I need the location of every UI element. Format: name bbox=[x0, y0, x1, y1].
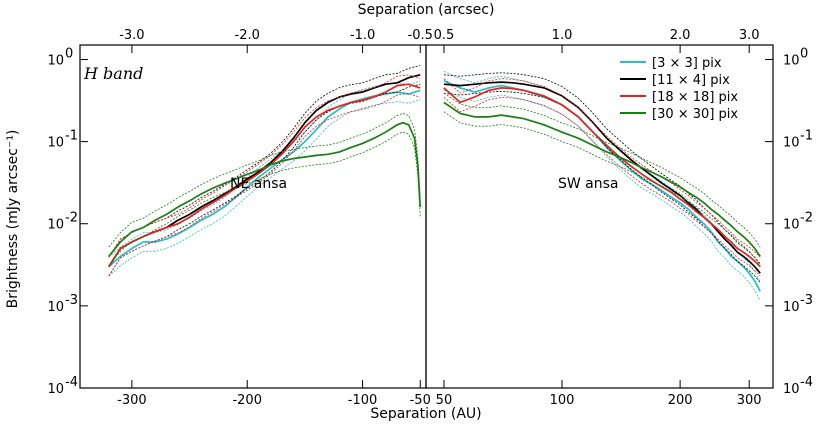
y-tick-label: 10 bbox=[47, 300, 64, 315]
y-tick-label: 10 bbox=[783, 218, 800, 233]
ne-ansa-label: NE ansa bbox=[230, 176, 287, 192]
y-tick-exponent: 0 bbox=[800, 46, 808, 61]
x2-tick-label: 3.0 bbox=[739, 28, 760, 43]
series-group bbox=[108, 65, 422, 277]
series-envelope-3-1 bbox=[108, 131, 421, 266]
series-envelope-2-0 bbox=[443, 78, 761, 258]
legend-label: [11 × 4] pix bbox=[652, 73, 730, 88]
band-label: H band bbox=[83, 64, 143, 83]
y-tick-exponent: -3 bbox=[65, 293, 78, 308]
legend-label: [30 × 30] pix bbox=[652, 107, 738, 122]
series-envelope-0-1 bbox=[108, 99, 421, 277]
y-tick-exponent: -3 bbox=[800, 293, 813, 308]
series-envelope-2-0 bbox=[108, 74, 421, 258]
series-line-0 bbox=[108, 89, 421, 268]
series-line-2 bbox=[443, 87, 761, 268]
panel-frame bbox=[425, 44, 774, 389]
x-tick-label: -50 bbox=[410, 393, 431, 408]
x2-tick-label: 2.0 bbox=[670, 28, 691, 43]
x2-tick-label: -2.0 bbox=[235, 28, 260, 43]
y-tick-exponent: 0 bbox=[65, 46, 73, 61]
x-tick-label: -300 bbox=[117, 393, 147, 408]
series-line-1 bbox=[443, 81, 761, 274]
series-envelope-0-1 bbox=[443, 89, 761, 301]
series-line-3 bbox=[108, 121, 422, 257]
y-tick-label: 10 bbox=[47, 218, 64, 233]
y-tick-label: 10 bbox=[783, 300, 800, 315]
series-group bbox=[443, 71, 761, 301]
series-envelope-1-0 bbox=[443, 72, 761, 265]
y-tick-label: 10 bbox=[783, 136, 800, 151]
x-tick-label: 50 bbox=[436, 393, 453, 408]
sw-ansa-label: SW ansa bbox=[558, 176, 619, 192]
y-tick-label: 10 bbox=[783, 382, 800, 397]
series-line-1 bbox=[108, 73, 421, 268]
x-tick-label: 200 bbox=[668, 393, 693, 408]
y-tick-exponent: -4 bbox=[65, 375, 78, 390]
panel-0: -300 -200 -100 -50-3.0 -2.0 -1.0 -0.510 -410 -31… bbox=[47, 28, 432, 408]
series-envelope-1-1 bbox=[443, 90, 761, 283]
y-tick-exponent: -4 bbox=[800, 375, 813, 390]
legend: [3 × 3] pix [11 × 4] pix [18 × 18] pix [30 … bbox=[620, 56, 738, 122]
panels-group: -300 -200 -100 -50-3.0 -2.0 -1.0 -0.510 -410 -31… bbox=[47, 28, 813, 408]
y-axis-title: Brightness (mJy arcsec⁻¹) bbox=[5, 130, 21, 309]
y-tick-exponent: -1 bbox=[800, 129, 813, 144]
x-tick-label: -200 bbox=[232, 393, 262, 408]
series-line-2 bbox=[108, 83, 421, 268]
series-envelope-0-0 bbox=[108, 80, 421, 258]
series-envelope-2-1 bbox=[443, 96, 761, 277]
series-envelope-3-0 bbox=[443, 92, 761, 248]
x2-tick-label: -0.5 bbox=[408, 28, 433, 43]
x2-tick-label: -3.0 bbox=[119, 28, 144, 43]
x2-tick-label: 0.5 bbox=[434, 28, 455, 43]
y-tick-exponent: -1 bbox=[65, 129, 78, 144]
x-tick-label: 300 bbox=[737, 393, 762, 408]
series-envelope-1-0 bbox=[108, 65, 421, 258]
series-envelope-2-1 bbox=[108, 93, 421, 277]
bottom-axis-title: Separation (AU) bbox=[370, 406, 481, 422]
series-line-3 bbox=[443, 101, 761, 257]
y-tick-label: 10 bbox=[783, 53, 800, 68]
y-tick-label: 10 bbox=[47, 382, 64, 397]
y-tick-label: 10 bbox=[47, 53, 64, 68]
series-envelope-3-1 bbox=[443, 111, 761, 266]
x-tick-label: 100 bbox=[550, 393, 575, 408]
x2-tick-label: -1.0 bbox=[350, 28, 375, 43]
top-axis-title: Separation (arcsec) bbox=[358, 2, 495, 18]
legend-label: [3 × 3] pix bbox=[652, 56, 722, 71]
series-envelope-3-0 bbox=[108, 112, 421, 248]
x2-tick-label: 1.0 bbox=[552, 28, 573, 43]
y-tick-label: 10 bbox=[47, 136, 64, 151]
legend-label: [18 × 18] pix bbox=[652, 90, 738, 105]
y-tick-exponent: -2 bbox=[800, 211, 813, 226]
x-tick-label: -100 bbox=[348, 393, 378, 408]
y-tick-exponent: -2 bbox=[65, 211, 78, 226]
